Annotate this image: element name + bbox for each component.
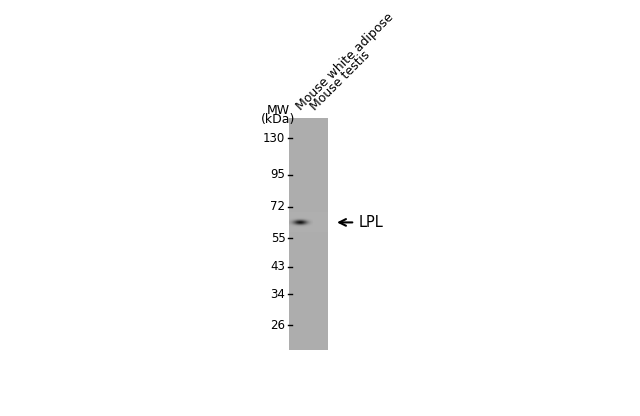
Bar (289, 118, 328, 350)
Text: 130: 130 (263, 131, 285, 145)
Text: (kDa): (kDa) (261, 113, 296, 126)
Text: 34: 34 (271, 288, 285, 301)
Text: Mouse testis: Mouse testis (308, 48, 372, 113)
Text: 95: 95 (271, 168, 285, 181)
Text: 43: 43 (271, 260, 285, 273)
Text: MW: MW (267, 104, 290, 116)
Text: 55: 55 (271, 232, 285, 245)
Text: 72: 72 (270, 201, 285, 213)
Text: 26: 26 (270, 319, 285, 332)
Text: LPL: LPL (359, 215, 384, 230)
Text: Mouse white adipose: Mouse white adipose (294, 11, 396, 113)
